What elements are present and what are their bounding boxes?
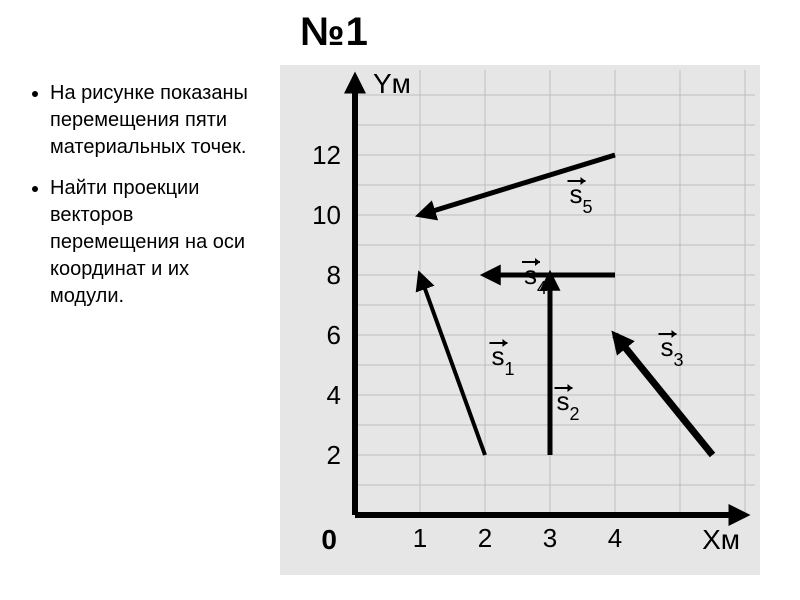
svg-text:1: 1 [413, 523, 427, 553]
svg-text:Xм: Xм [702, 524, 740, 555]
svg-text:3: 3 [543, 523, 557, 553]
svg-text:4: 4 [327, 380, 341, 410]
bullet-item: На рисунке показаны перемещения пяти мат… [50, 80, 265, 161]
svg-text:0: 0 [321, 524, 337, 555]
svg-text:4: 4 [608, 523, 622, 553]
svg-text:10: 10 [312, 200, 341, 230]
vector-plot: 1234246810120XмYмs1s2s3s4s5 [280, 65, 800, 575]
svg-text:8: 8 [327, 260, 341, 290]
svg-text:2: 2 [478, 523, 492, 553]
svg-text:12: 12 [312, 140, 341, 170]
svg-text:Yм: Yм [373, 68, 411, 99]
svg-text:6: 6 [327, 320, 341, 350]
problem-text: На рисунке показаны перемещения пяти мат… [30, 80, 265, 310]
bullet-item: Найти проекции векторов перемещения на о… [50, 175, 265, 310]
svg-text:2: 2 [327, 440, 341, 470]
